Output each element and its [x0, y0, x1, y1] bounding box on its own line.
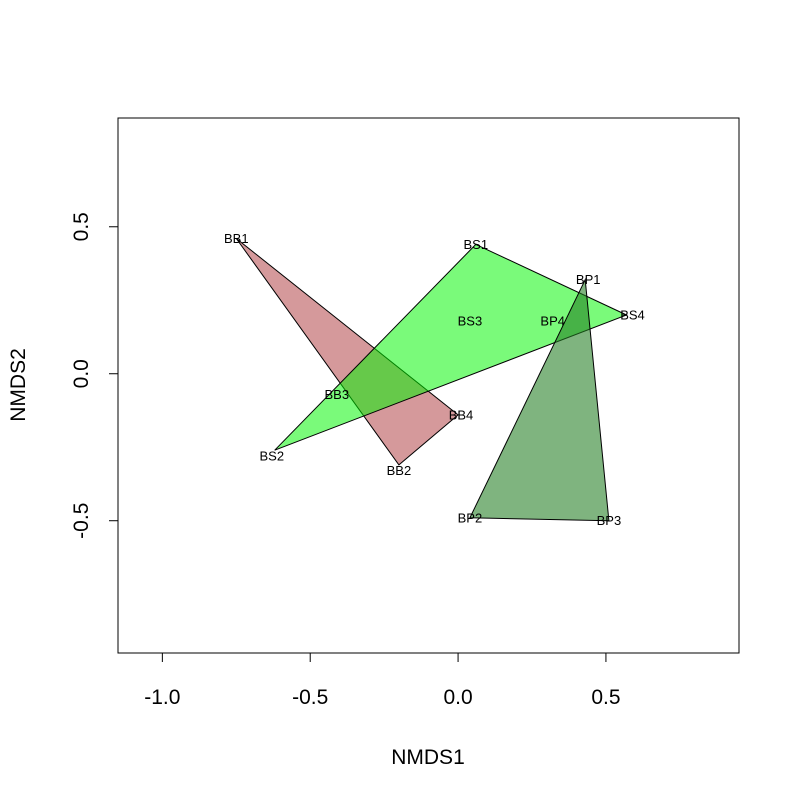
hull-layer: [235, 238, 628, 522]
x-tick-label: -1.0: [144, 686, 180, 709]
y-axis-title: NMDS2: [7, 348, 30, 422]
point-label-bp2: BP2: [458, 510, 483, 525]
x-axis: -1.0 -0.5 0.0 0.5: [144, 652, 621, 709]
x-tick-label: -0.5: [292, 686, 328, 709]
point-label-bb3: BB3: [325, 387, 350, 402]
x-axis-title: NMDS1: [391, 746, 465, 769]
point-label-bb2: BB2: [387, 463, 412, 478]
hull-bb: [235, 238, 459, 466]
y-tick-label: -0.5: [70, 503, 93, 539]
point-label-bb4: BB4: [449, 407, 474, 422]
y-tick-label: 0.0: [70, 359, 93, 388]
hull-bs: [274, 243, 628, 451]
point-label-bs3: BS3: [458, 313, 483, 328]
point-label-bp4: BP4: [540, 313, 565, 328]
y-axis: -0.5 0.0 0.5: [70, 212, 119, 539]
point-label-bs4: BS4: [620, 308, 645, 323]
point-label-bp3: BP3: [597, 513, 622, 528]
hull-bp: [469, 277, 610, 522]
x-tick-label: 0.5: [591, 686, 620, 709]
point-label-layer: BB1 BB2 BB3 BB4 BS1 BS2 BS3 BS4 BP1 BP2 BP3 BP4: [224, 231, 645, 528]
point-label-bb1: BB1: [224, 231, 249, 246]
y-tick-label: 0.5: [70, 212, 93, 241]
point-label-bs1: BS1: [464, 237, 489, 252]
x-tick-label: 0.0: [443, 686, 472, 709]
point-label-bp1: BP1: [576, 272, 601, 287]
point-label-bs2: BS2: [260, 449, 285, 464]
